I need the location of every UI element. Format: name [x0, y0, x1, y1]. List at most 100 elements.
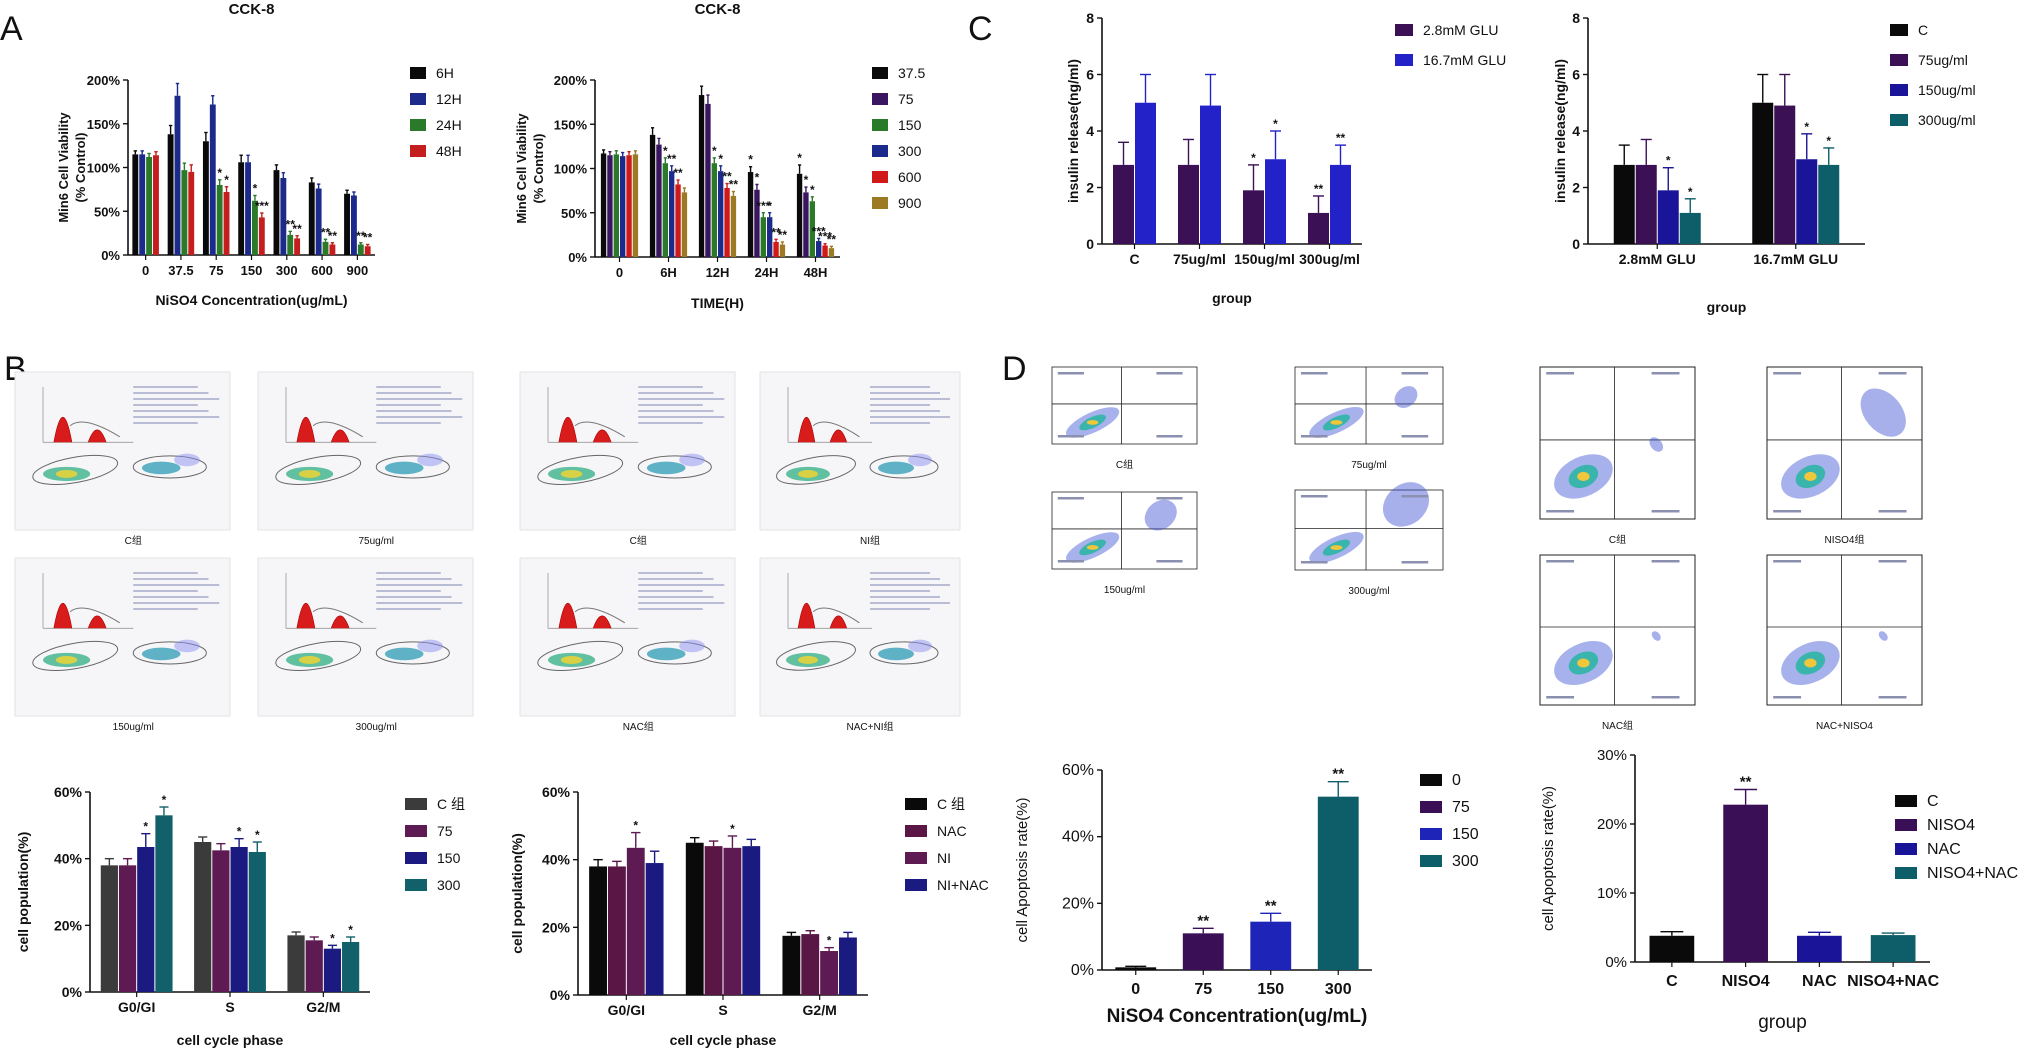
- bar-c--g0-gi: [100, 865, 118, 992]
- gate-ellipse: [776, 455, 856, 485]
- legend-swatch: [872, 171, 888, 183]
- quadrant-stat: [1057, 372, 1084, 375]
- quadrant-stat: [1300, 495, 1328, 498]
- cell-cycle-plot: 150ug/ml: [14, 557, 231, 733]
- bar-900-0: [632, 154, 639, 257]
- plot-caption: NAC+NISO4: [1816, 721, 1873, 732]
- fit-line: [812, 421, 860, 438]
- y-tick-label: 0%: [550, 987, 571, 1003]
- stats-line: [870, 572, 930, 574]
- bar-75-g0-gi: [118, 865, 137, 992]
- apoptosis-plot: 150ug/ml: [1051, 491, 1198, 596]
- significance-mark: *: [162, 793, 167, 807]
- apoptosis-plot: C组: [1539, 366, 1696, 546]
- bar-300-s: [248, 852, 266, 992]
- bar-150-g0-gi: [137, 847, 155, 992]
- x-axis-label: cell cycle phase: [177, 1032, 284, 1048]
- y-tick-label: 0%: [568, 250, 587, 265]
- cell-cloud-peak: [1804, 471, 1817, 481]
- bar-600-6h: [675, 184, 681, 257]
- fit-line: [812, 607, 860, 624]
- legend-swatch: [872, 145, 888, 157]
- bar-ni-nac-g0-gi: [645, 863, 664, 995]
- plot-frame: [1051, 366, 1198, 445]
- apoptosis-plot: NISO4组: [1766, 366, 1923, 546]
- significance-mark: *: [663, 144, 668, 158]
- y-tick-label: 60%: [542, 784, 571, 800]
- y-tick-label: 0%: [1605, 954, 1627, 971]
- significance-mark: *: [1273, 117, 1278, 131]
- plot-frame: [759, 371, 961, 531]
- stats-line: [638, 602, 725, 604]
- bar-12h-600: [315, 188, 322, 255]
- gate-ellipse: [32, 454, 119, 485]
- stats-line: [133, 404, 198, 406]
- density-cloud: [174, 453, 200, 467]
- bar-2-8mm-glu-75ug-ml: [1178, 164, 1199, 244]
- gate-ellipse: [275, 454, 362, 485]
- bar-c--g2-m: [782, 935, 801, 995]
- legend-swatch: [410, 145, 426, 157]
- legend-label: 300: [437, 877, 461, 893]
- bar-12h-300: [280, 178, 287, 255]
- stats-line: [376, 398, 463, 400]
- x-tick-label: G0/GI: [608, 1002, 645, 1018]
- legend-swatch: [872, 119, 888, 131]
- quadrant-stat: [1300, 372, 1328, 375]
- y-axis-label: insulin release(ng/ml): [1065, 59, 1081, 203]
- gate-ellipse: [637, 455, 712, 479]
- bar-24h-600: [322, 241, 329, 255]
- bar-150-12h: [711, 163, 717, 257]
- density-core: [878, 647, 914, 661]
- legend-swatch: [405, 825, 427, 837]
- legend-swatch: [1890, 114, 1908, 126]
- x-tick-label: 0: [142, 263, 149, 278]
- y-tick-label: 30%: [1597, 747, 1627, 764]
- legend: 6H 12H 24H 48H: [410, 65, 462, 159]
- x-axis-label: NiSO4 Concentration(ug/mL): [155, 292, 347, 308]
- quadrant-stat: [1156, 435, 1183, 438]
- bar-37-5-0: [600, 153, 607, 257]
- legend-swatch: [905, 879, 927, 891]
- density-cloud: [417, 453, 443, 467]
- bar-600-24h: [773, 241, 779, 257]
- stats-line: [133, 602, 220, 604]
- significance-mark: *: [804, 173, 809, 187]
- legend: 37.5 75 150 300 600 900: [872, 65, 925, 211]
- plot-caption: C组: [1116, 458, 1133, 471]
- apoptosis-plot: C组: [1051, 366, 1198, 471]
- gate-ellipse: [32, 640, 119, 671]
- x-tick-label: S: [718, 1002, 727, 1018]
- stats-line: [376, 578, 452, 580]
- density-core: [646, 647, 686, 661]
- stats-line: [870, 392, 940, 394]
- x-tick-label: 2.8mM GLU: [1619, 251, 1696, 267]
- density-cloud: [417, 639, 443, 653]
- stats-line: [133, 596, 209, 598]
- bar-300-48h: [816, 241, 822, 257]
- bar-2-8mm-glu-c: [1113, 164, 1134, 244]
- x-tick-label: 75: [1194, 981, 1212, 998]
- cell-cycle-plot: NAC+NI组: [759, 557, 961, 733]
- bar-150-s: [230, 847, 248, 992]
- bar-48h-300: [294, 238, 301, 255]
- bar-150-48h: [809, 201, 815, 257]
- bar-300-0: [620, 156, 626, 257]
- dna-histogram: [296, 603, 350, 629]
- legend-label: 75: [437, 823, 453, 839]
- x-axis-label: cell cycle phase: [670, 1032, 777, 1048]
- quadrant-stat: [1651, 696, 1680, 699]
- y-tick-label: 40%: [1062, 829, 1094, 846]
- legend-swatch: [1890, 84, 1908, 96]
- fit-line: [312, 421, 364, 438]
- chart-title: CCK-8: [695, 1, 741, 18]
- stats-line: [638, 578, 714, 580]
- bar-48h-37-5: [188, 171, 195, 255]
- y-axis-label: cell Apoptosis rate(%): [1540, 786, 1557, 931]
- quadrant-stat: [1651, 372, 1680, 375]
- significance-mark: **: [363, 231, 373, 245]
- stats-line: [870, 578, 940, 580]
- stats-line: [870, 404, 930, 406]
- legend-swatch: [1420, 828, 1442, 840]
